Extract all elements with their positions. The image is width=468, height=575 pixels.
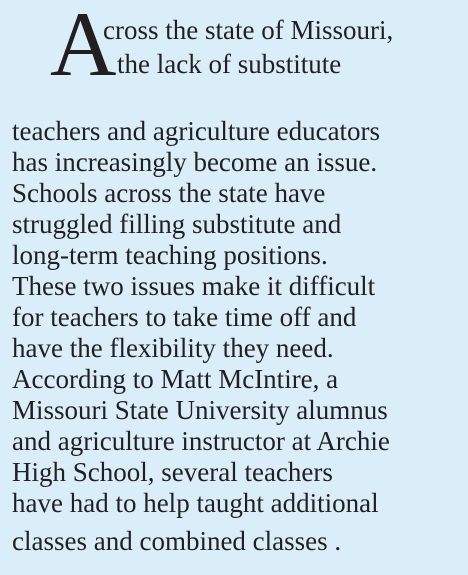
text-line: classes and combined classes . (12, 526, 342, 556)
text-line: and agriculture instructor at Archie (12, 426, 390, 456)
text-line: long-term teaching positions. (12, 240, 328, 270)
text-line: struggled filling substitute and (12, 209, 342, 239)
text-line: the lack of substitute (117, 49, 342, 79)
text-line: Missouri State University alumnus (12, 395, 388, 425)
text-line: have the flexibility they need. (12, 333, 334, 363)
text-line: teachers and agriculture educators (12, 116, 381, 146)
text-line: Schools across the state have (12, 178, 326, 208)
text-line: According to Matt McIntire, a (12, 364, 339, 394)
text-line: have had to help taught additional (12, 488, 379, 518)
text-line: for teachers to take time off and (12, 302, 357, 332)
text-line: cross the state of Missouri, (103, 15, 394, 45)
drop-cap: A (50, 0, 117, 95)
text-line: has increasingly become an issue. (12, 147, 378, 177)
text-line: These two issues make it difficult (12, 271, 376, 301)
text-line: High School, several teachers (12, 457, 333, 487)
